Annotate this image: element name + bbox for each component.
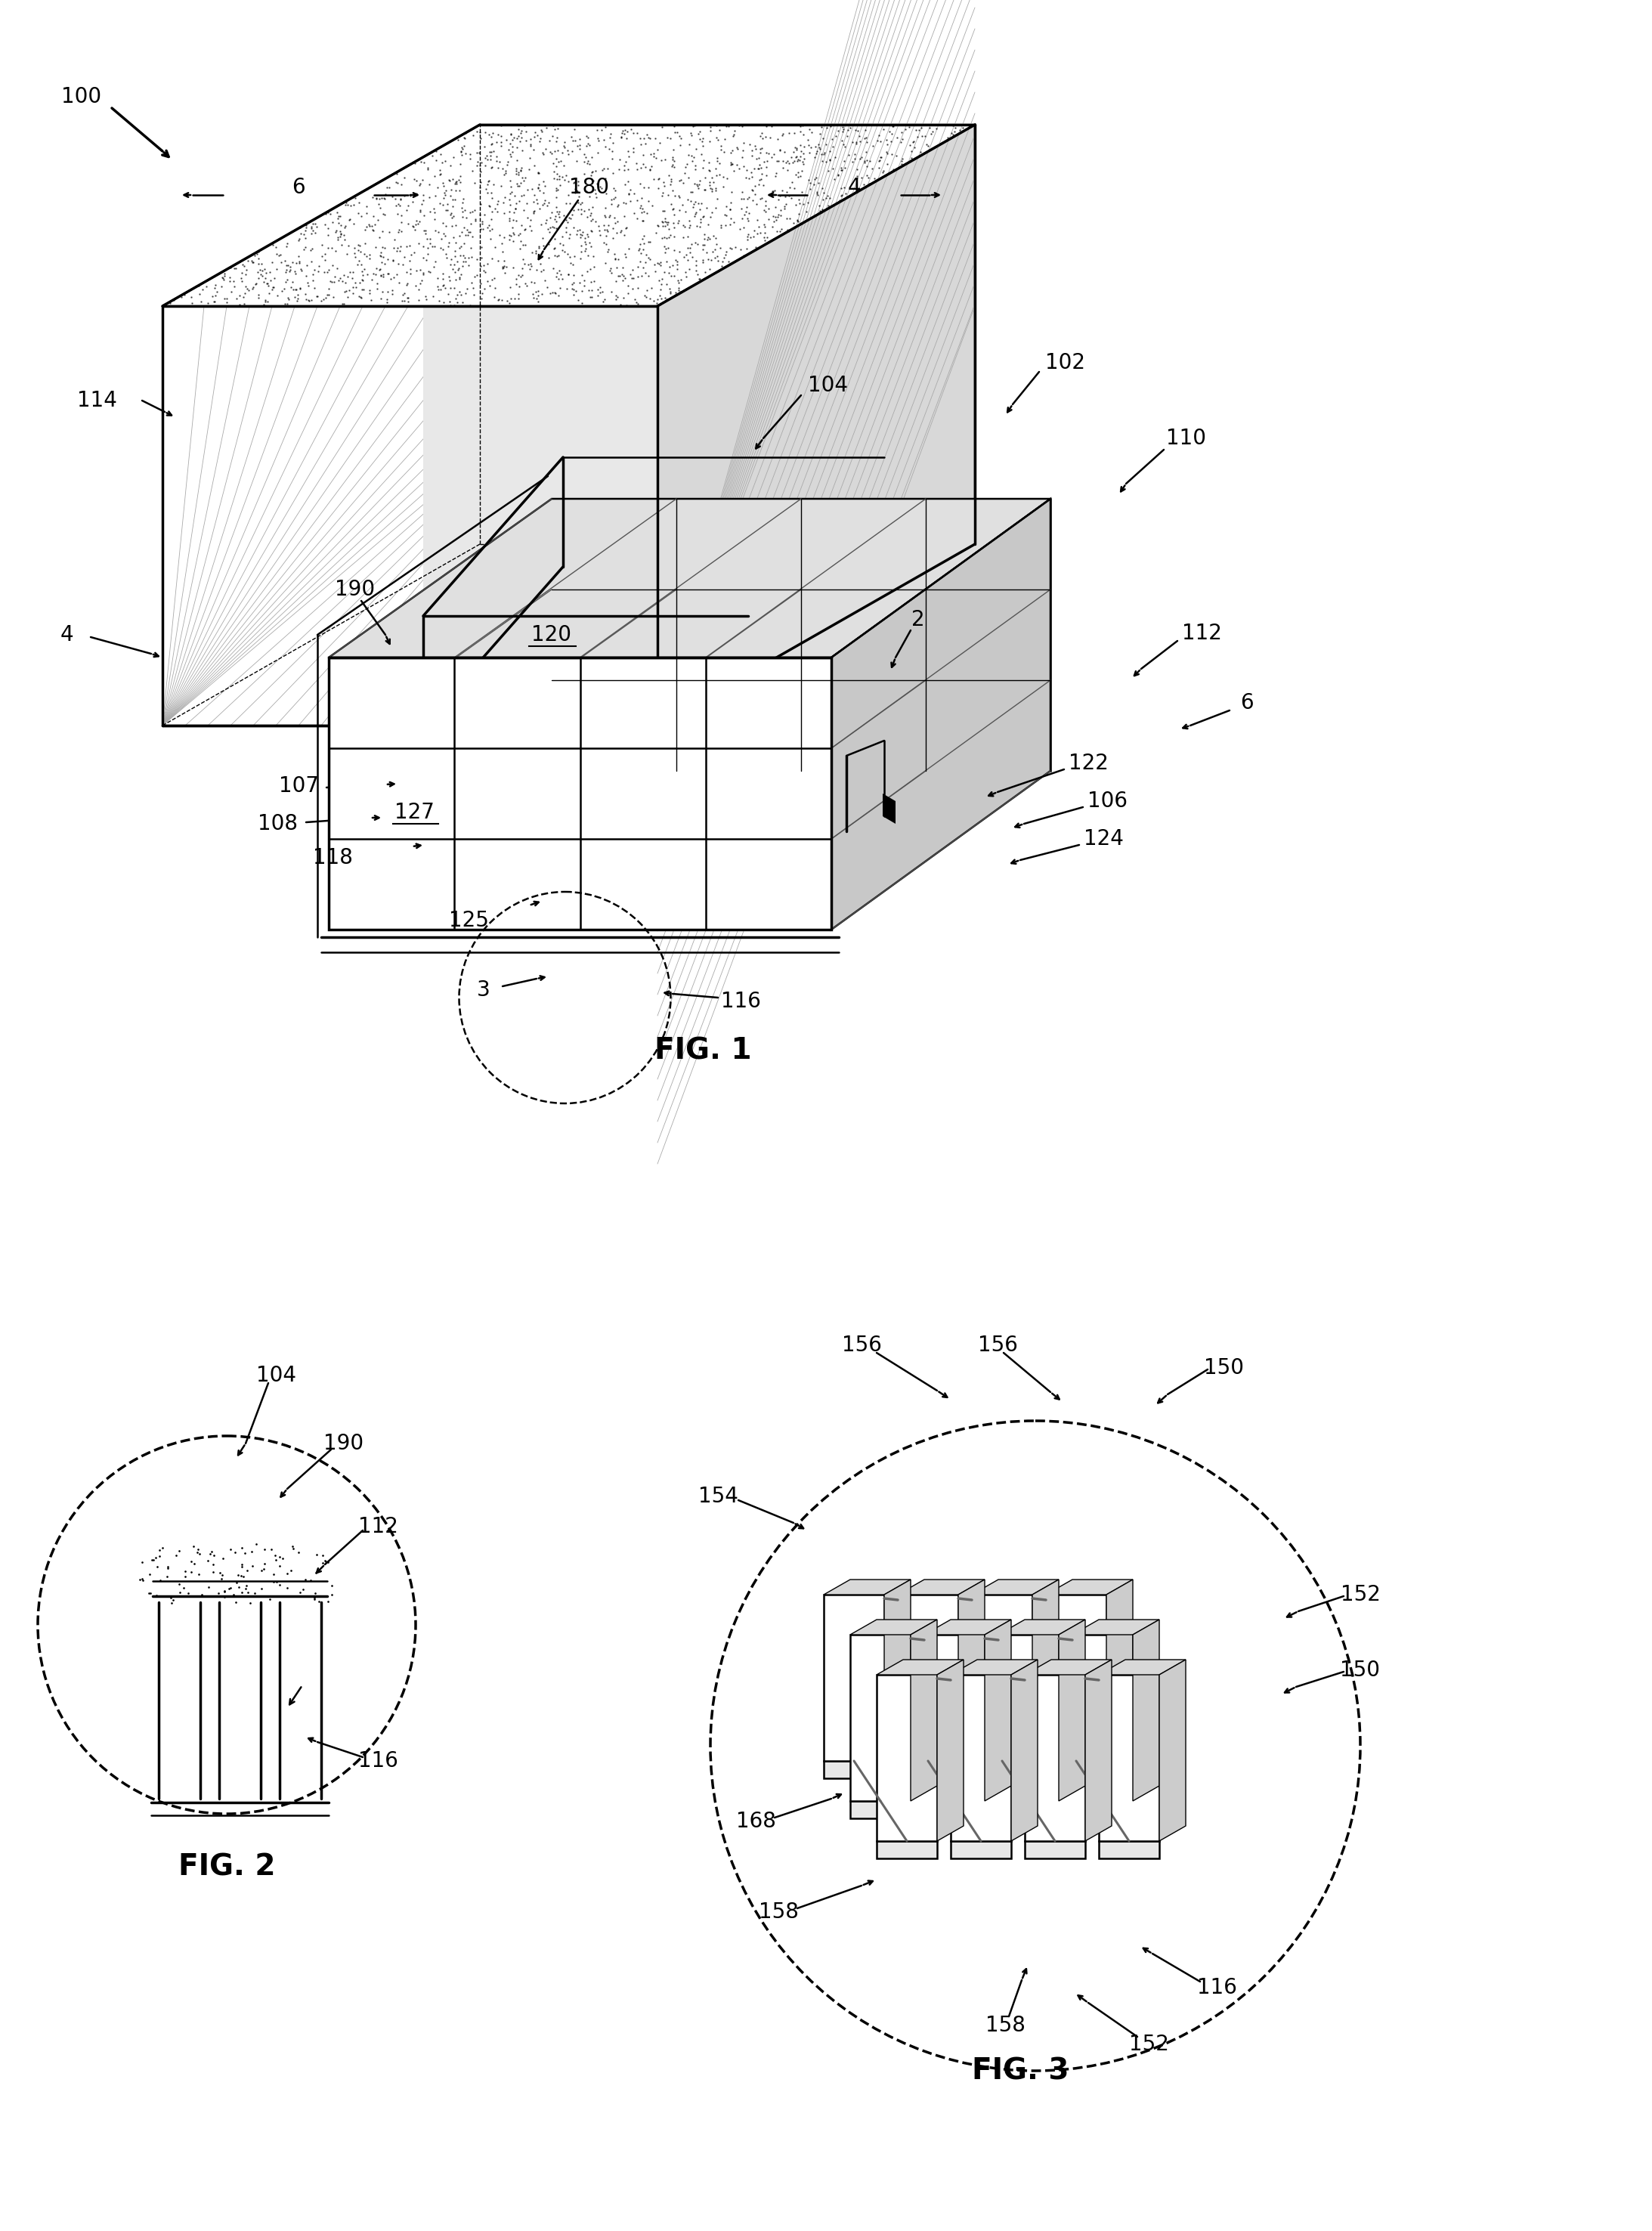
Text: 127: 127 bbox=[395, 801, 434, 823]
Text: 122: 122 bbox=[1069, 752, 1108, 774]
Text: 4: 4 bbox=[59, 625, 73, 645]
Text: 150: 150 bbox=[1204, 1356, 1244, 1379]
Polygon shape bbox=[1046, 1595, 1107, 1760]
Polygon shape bbox=[877, 1660, 963, 1675]
Polygon shape bbox=[985, 1620, 1011, 1800]
Polygon shape bbox=[937, 1660, 963, 1841]
Text: 124: 124 bbox=[1084, 828, 1123, 850]
Polygon shape bbox=[1032, 1580, 1059, 1760]
Polygon shape bbox=[897, 1595, 958, 1760]
Text: 106: 106 bbox=[1087, 790, 1127, 812]
Polygon shape bbox=[1085, 1660, 1112, 1841]
Text: 104: 104 bbox=[256, 1365, 296, 1385]
Polygon shape bbox=[1107, 1580, 1133, 1760]
Polygon shape bbox=[897, 1760, 958, 1778]
Text: 154: 154 bbox=[697, 1486, 738, 1506]
Text: 156: 156 bbox=[978, 1334, 1018, 1356]
Text: FIG. 1: FIG. 1 bbox=[654, 1035, 752, 1064]
Polygon shape bbox=[950, 1660, 1037, 1675]
Text: 114: 114 bbox=[76, 390, 117, 411]
Polygon shape bbox=[1024, 1660, 1112, 1675]
Text: 152: 152 bbox=[1128, 2035, 1168, 2055]
Text: 116: 116 bbox=[720, 991, 760, 1013]
Polygon shape bbox=[958, 1580, 985, 1760]
Text: 116: 116 bbox=[358, 1751, 398, 1771]
Polygon shape bbox=[657, 125, 975, 725]
Polygon shape bbox=[851, 1635, 910, 1800]
Text: 158: 158 bbox=[758, 1901, 798, 1923]
Text: 168: 168 bbox=[735, 1812, 776, 1832]
Polygon shape bbox=[552, 500, 1051, 772]
Polygon shape bbox=[910, 1620, 937, 1800]
Text: 6: 6 bbox=[292, 176, 306, 199]
Text: 102: 102 bbox=[1046, 352, 1085, 373]
Polygon shape bbox=[1072, 1800, 1133, 1818]
Text: 108: 108 bbox=[258, 812, 297, 834]
Polygon shape bbox=[1046, 1580, 1133, 1595]
Polygon shape bbox=[1059, 1620, 1085, 1800]
Polygon shape bbox=[884, 1580, 910, 1760]
Text: 180: 180 bbox=[570, 176, 610, 199]
Text: 118: 118 bbox=[312, 848, 352, 868]
Polygon shape bbox=[329, 658, 831, 930]
Polygon shape bbox=[998, 1635, 1059, 1800]
Polygon shape bbox=[923, 1620, 1011, 1635]
Polygon shape bbox=[1046, 1760, 1107, 1778]
Text: 120: 120 bbox=[532, 625, 572, 645]
Text: 116: 116 bbox=[1196, 1977, 1237, 1999]
Text: 4: 4 bbox=[847, 176, 861, 199]
Polygon shape bbox=[882, 794, 895, 823]
Polygon shape bbox=[897, 1580, 985, 1595]
Text: FIG. 2: FIG. 2 bbox=[178, 1852, 276, 1881]
Polygon shape bbox=[950, 1675, 1011, 1841]
Text: 156: 156 bbox=[841, 1334, 882, 1356]
Text: 152: 152 bbox=[1340, 1584, 1381, 1606]
Text: 125: 125 bbox=[449, 910, 489, 930]
Polygon shape bbox=[971, 1580, 1059, 1595]
Text: 3: 3 bbox=[477, 979, 491, 1002]
Polygon shape bbox=[1024, 1675, 1085, 1841]
Polygon shape bbox=[824, 1760, 884, 1778]
Polygon shape bbox=[1133, 1620, 1160, 1800]
Polygon shape bbox=[1099, 1660, 1186, 1675]
Polygon shape bbox=[998, 1800, 1059, 1818]
Text: 150: 150 bbox=[1340, 1660, 1381, 1680]
Polygon shape bbox=[824, 1595, 884, 1760]
Polygon shape bbox=[971, 1595, 1032, 1760]
Polygon shape bbox=[923, 1800, 985, 1818]
Text: 190: 190 bbox=[324, 1432, 363, 1455]
Polygon shape bbox=[851, 1620, 937, 1635]
Polygon shape bbox=[1099, 1675, 1160, 1841]
Polygon shape bbox=[923, 1635, 985, 1800]
Polygon shape bbox=[998, 1620, 1085, 1635]
Polygon shape bbox=[1099, 1841, 1160, 1858]
Text: 107: 107 bbox=[279, 776, 319, 796]
Polygon shape bbox=[1011, 1660, 1037, 1841]
Polygon shape bbox=[950, 1841, 1011, 1858]
Polygon shape bbox=[877, 1841, 937, 1858]
Text: FIG. 3: FIG. 3 bbox=[971, 2057, 1069, 2086]
Polygon shape bbox=[831, 500, 1051, 930]
Text: 2: 2 bbox=[912, 609, 925, 631]
Text: 104: 104 bbox=[808, 375, 847, 397]
Polygon shape bbox=[162, 306, 657, 725]
Text: 158: 158 bbox=[985, 2015, 1026, 2037]
Polygon shape bbox=[329, 500, 1051, 658]
Polygon shape bbox=[877, 1675, 937, 1841]
Polygon shape bbox=[1160, 1660, 1186, 1841]
Text: 6: 6 bbox=[1241, 692, 1254, 714]
Polygon shape bbox=[1072, 1635, 1133, 1800]
Text: 100: 100 bbox=[61, 87, 102, 107]
Polygon shape bbox=[851, 1800, 910, 1818]
Polygon shape bbox=[1024, 1841, 1085, 1858]
Polygon shape bbox=[824, 1580, 910, 1595]
Text: 190: 190 bbox=[335, 578, 375, 600]
Polygon shape bbox=[1072, 1620, 1160, 1635]
Text: 110: 110 bbox=[1166, 428, 1206, 448]
Polygon shape bbox=[162, 125, 975, 306]
Polygon shape bbox=[971, 1760, 1032, 1778]
Polygon shape bbox=[423, 306, 748, 725]
Text: 112: 112 bbox=[358, 1517, 398, 1537]
Text: 112: 112 bbox=[1181, 622, 1221, 645]
